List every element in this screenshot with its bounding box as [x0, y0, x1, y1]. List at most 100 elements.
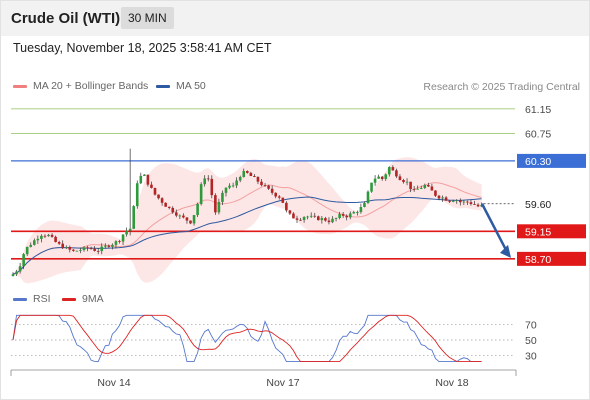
candle-body-97 [356, 212, 359, 213]
candle-body-105 [384, 174, 388, 179]
candle-body-34 [132, 206, 135, 229]
candle-body-40 [153, 187, 157, 195]
candle-body-89 [327, 220, 331, 223]
candle-body-16 [68, 246, 72, 250]
candle-body-31 [121, 234, 125, 242]
candle-body-67 [249, 172, 253, 176]
candle-body-92 [338, 214, 341, 218]
candle-body-66 [246, 171, 249, 173]
candle-body-35 [135, 183, 139, 207]
candle-body-130 [473, 204, 476, 205]
candle-body-14 [61, 243, 64, 249]
candle-body-9 [43, 235, 47, 237]
candle-body-52 [196, 203, 199, 216]
chart-header: Crude Oil (WTI) 30 MIN [0, 0, 590, 36]
candle-body-131 [476, 204, 480, 207]
candle-body-20 [82, 247, 86, 251]
ma20-line [12, 182, 482, 275]
candle-body-106 [388, 167, 391, 175]
level-label-box-2 [517, 153, 586, 168]
candle-body-18 [75, 250, 79, 252]
candle-body-51 [192, 215, 196, 224]
candle-body-60 [224, 187, 228, 193]
candle-body-68 [253, 175, 256, 177]
legend-bollinger: MA 20 + Bollinger Bands [13, 80, 148, 92]
candle-body-122 [444, 197, 448, 201]
candle-body-90 [331, 218, 334, 223]
candle-body-74 [274, 192, 277, 197]
candle-body-62 [231, 185, 235, 187]
current-price-label: 59.60 [525, 199, 551, 211]
candle-body-76 [281, 197, 285, 203]
candle-body-46 [175, 212, 178, 216]
candle-body-57 [214, 195, 217, 213]
candle-body-69 [256, 176, 260, 182]
candle-body-49 [185, 217, 189, 221]
candle-body-110 [402, 180, 405, 183]
credit-text: Research © 2025 Trading Central [423, 81, 580, 93]
candle-body-22 [89, 248, 93, 249]
candle-body-19 [79, 250, 82, 251]
forecast-arrow-shaft [480, 203, 509, 253]
candle-body-126 [459, 200, 462, 203]
candle-body-88 [324, 218, 327, 221]
legend-ma50-label: MA 50 [176, 80, 206, 92]
candle-body-6 [33, 240, 36, 245]
candle-body-80 [295, 218, 299, 220]
candle-body-70 [260, 181, 263, 186]
rsi-tick-label-0: 70 [525, 320, 537, 332]
candle-body-73 [270, 188, 274, 193]
candle-body-128 [466, 201, 469, 203]
candle-body-112 [409, 181, 412, 190]
candle-body-48 [182, 215, 185, 218]
candle-body-125 [455, 200, 459, 202]
timeframe-badge[interactable]: 30 MIN [121, 7, 174, 29]
legend-rsi-swatch [13, 297, 27, 301]
candle-body-87 [320, 218, 324, 221]
candle-body-111 [405, 181, 409, 183]
legend-rsi-label: RSI [33, 293, 51, 305]
candle-body-96 [352, 212, 356, 214]
rsi-9ma-line [12, 314, 482, 363]
candle-body-23 [93, 248, 96, 251]
candle-body-123 [448, 200, 451, 202]
candle-body-3 [22, 254, 25, 267]
candle-body-78 [288, 210, 292, 214]
candle-body-27 [107, 245, 111, 247]
candle-body-100 [366, 191, 370, 203]
candle-body-85 [313, 215, 317, 217]
candle-body-77 [285, 202, 288, 211]
candle-body-119 [434, 190, 437, 196]
candle-body-39 [150, 184, 153, 188]
candle-body-117 [427, 185, 430, 187]
candle-body-84 [309, 215, 313, 217]
legend-rsi: RSI [13, 293, 51, 305]
candle-body-4 [25, 246, 29, 255]
candle-body-0 [11, 274, 15, 277]
candle-body-72 [267, 185, 270, 189]
candle-body-118 [430, 186, 434, 191]
candle-body-21 [86, 247, 89, 249]
level-label-3: 59.15 [525, 226, 551, 238]
x-tick-label-2: Nov 18 [435, 377, 468, 389]
candle-body-59 [221, 192, 224, 202]
candle-body-43 [164, 202, 167, 207]
candle-body-44 [167, 206, 171, 208]
level-label-2: 60.30 [525, 156, 551, 168]
legend-ma50-swatch [156, 84, 170, 88]
candle-body-116 [423, 185, 427, 188]
candle-body-124 [451, 200, 455, 202]
level-label-4: 58.70 [525, 254, 551, 266]
candle-body-81 [299, 219, 302, 221]
level-label-box-3 [517, 224, 586, 239]
candle-body-41 [157, 194, 160, 199]
bollinger-band-fill [13, 157, 482, 284]
candle-body-8 [40, 235, 43, 239]
current-price-box [517, 196, 586, 211]
candle-body-28 [111, 244, 114, 247]
instrument-title: Crude Oil (WTI) [11, 10, 121, 27]
rsi-tick-label-2: 30 [525, 350, 537, 362]
candle-body-33 [128, 228, 132, 231]
candle-body-94 [345, 215, 348, 218]
candle-body-108 [395, 170, 398, 177]
